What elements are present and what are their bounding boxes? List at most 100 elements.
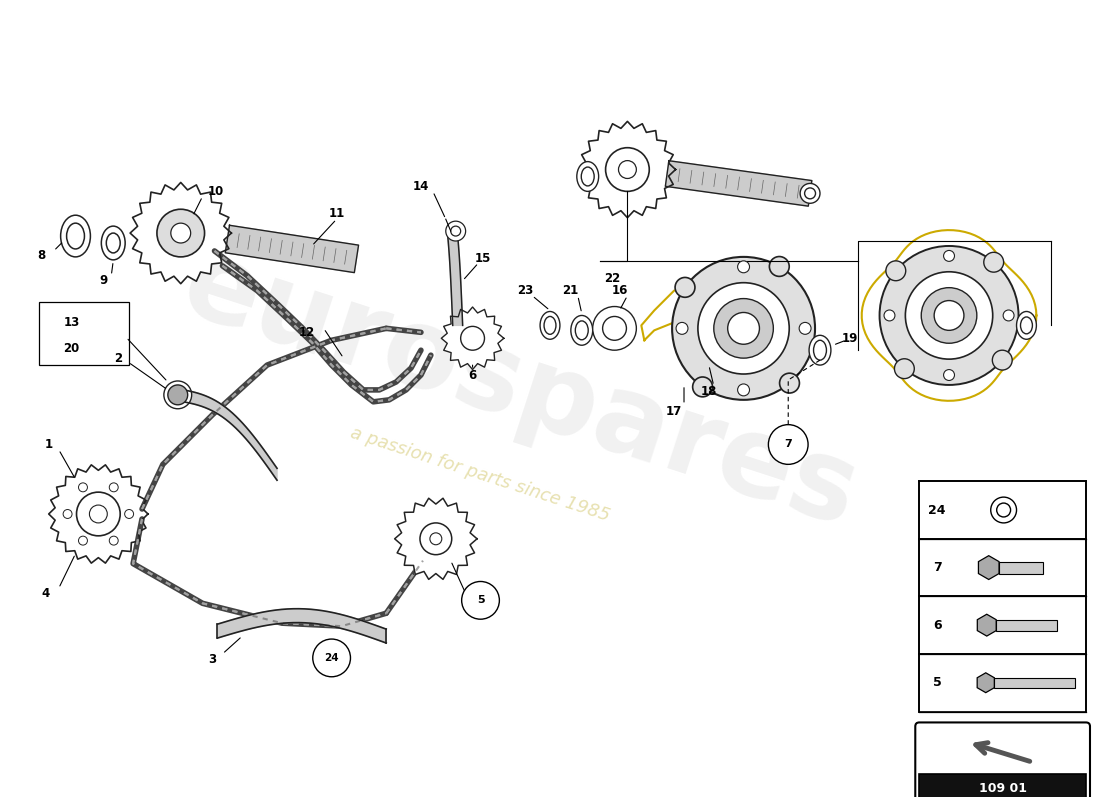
Circle shape	[800, 322, 811, 334]
Circle shape	[63, 510, 72, 518]
Text: 109 01: 109 01	[979, 782, 1026, 795]
Text: 1: 1	[45, 438, 53, 451]
Circle shape	[800, 183, 820, 203]
Polygon shape	[178, 389, 277, 480]
Circle shape	[921, 288, 977, 343]
Circle shape	[880, 246, 1019, 385]
Circle shape	[79, 495, 118, 533]
Ellipse shape	[107, 233, 120, 253]
Circle shape	[714, 298, 773, 358]
Circle shape	[769, 257, 789, 276]
Text: 23: 23	[517, 284, 534, 297]
Circle shape	[697, 282, 789, 374]
Polygon shape	[666, 161, 812, 206]
Text: 5: 5	[476, 595, 484, 606]
Circle shape	[164, 381, 191, 409]
Circle shape	[424, 527, 448, 550]
Text: 11: 11	[329, 206, 344, 220]
Circle shape	[675, 278, 695, 298]
Circle shape	[78, 483, 87, 492]
Circle shape	[804, 188, 815, 199]
Ellipse shape	[581, 167, 594, 186]
Circle shape	[78, 536, 87, 545]
FancyBboxPatch shape	[920, 538, 1086, 596]
Circle shape	[997, 503, 1011, 517]
Circle shape	[905, 272, 992, 359]
Circle shape	[992, 350, 1012, 370]
Circle shape	[168, 385, 188, 405]
Polygon shape	[218, 609, 386, 643]
Text: 13: 13	[64, 316, 80, 329]
Text: eurospares: eurospares	[169, 230, 871, 550]
Text: 14: 14	[412, 180, 429, 193]
Polygon shape	[395, 498, 477, 579]
Ellipse shape	[67, 223, 85, 249]
Circle shape	[676, 322, 688, 334]
Circle shape	[461, 326, 484, 350]
Ellipse shape	[575, 321, 589, 340]
Text: a passion for parts since 1985: a passion for parts since 1985	[349, 424, 613, 525]
Circle shape	[884, 310, 895, 321]
Polygon shape	[448, 236, 463, 326]
Text: 24: 24	[324, 653, 339, 663]
Circle shape	[606, 148, 649, 191]
Text: 15: 15	[474, 252, 491, 266]
Circle shape	[672, 257, 815, 400]
Circle shape	[983, 252, 1003, 272]
Circle shape	[451, 226, 461, 236]
FancyBboxPatch shape	[39, 302, 129, 365]
Ellipse shape	[814, 340, 826, 360]
Circle shape	[886, 261, 905, 281]
Text: 4: 4	[42, 587, 50, 600]
Text: 20: 20	[64, 342, 80, 354]
Circle shape	[609, 152, 646, 187]
Text: 6: 6	[933, 618, 942, 632]
Circle shape	[170, 388, 185, 402]
Text: 22: 22	[605, 272, 620, 286]
Text: 9: 9	[99, 274, 108, 287]
FancyBboxPatch shape	[993, 678, 1075, 688]
FancyBboxPatch shape	[920, 774, 1086, 800]
Circle shape	[462, 582, 499, 619]
Text: 8: 8	[37, 250, 46, 262]
Circle shape	[1003, 310, 1014, 321]
Polygon shape	[226, 226, 359, 273]
Circle shape	[769, 425, 808, 464]
Circle shape	[738, 384, 749, 396]
Polygon shape	[580, 122, 675, 218]
Circle shape	[894, 358, 914, 378]
Circle shape	[934, 301, 964, 330]
Polygon shape	[130, 182, 231, 284]
Circle shape	[944, 250, 955, 262]
FancyBboxPatch shape	[999, 562, 1043, 574]
Circle shape	[446, 221, 465, 241]
Ellipse shape	[544, 317, 556, 334]
Circle shape	[944, 370, 955, 381]
Ellipse shape	[60, 215, 90, 257]
Circle shape	[728, 313, 759, 344]
Ellipse shape	[1021, 317, 1033, 334]
Ellipse shape	[571, 315, 593, 346]
Circle shape	[693, 377, 713, 397]
Circle shape	[780, 373, 800, 393]
Ellipse shape	[540, 311, 560, 339]
Text: 17: 17	[666, 406, 682, 418]
Ellipse shape	[576, 162, 598, 191]
Circle shape	[618, 161, 637, 178]
Circle shape	[89, 505, 108, 523]
Text: 24: 24	[928, 503, 946, 517]
Polygon shape	[441, 307, 504, 370]
Text: 18: 18	[701, 386, 717, 398]
FancyBboxPatch shape	[920, 596, 1086, 654]
FancyBboxPatch shape	[920, 482, 1086, 538]
Ellipse shape	[1016, 311, 1036, 339]
Circle shape	[312, 639, 351, 677]
Circle shape	[161, 214, 200, 253]
Circle shape	[991, 497, 1016, 523]
Circle shape	[420, 523, 452, 554]
Circle shape	[170, 223, 190, 243]
Text: 3: 3	[208, 654, 217, 666]
FancyBboxPatch shape	[920, 654, 1086, 711]
Text: 21: 21	[562, 284, 578, 297]
FancyBboxPatch shape	[996, 620, 1057, 630]
